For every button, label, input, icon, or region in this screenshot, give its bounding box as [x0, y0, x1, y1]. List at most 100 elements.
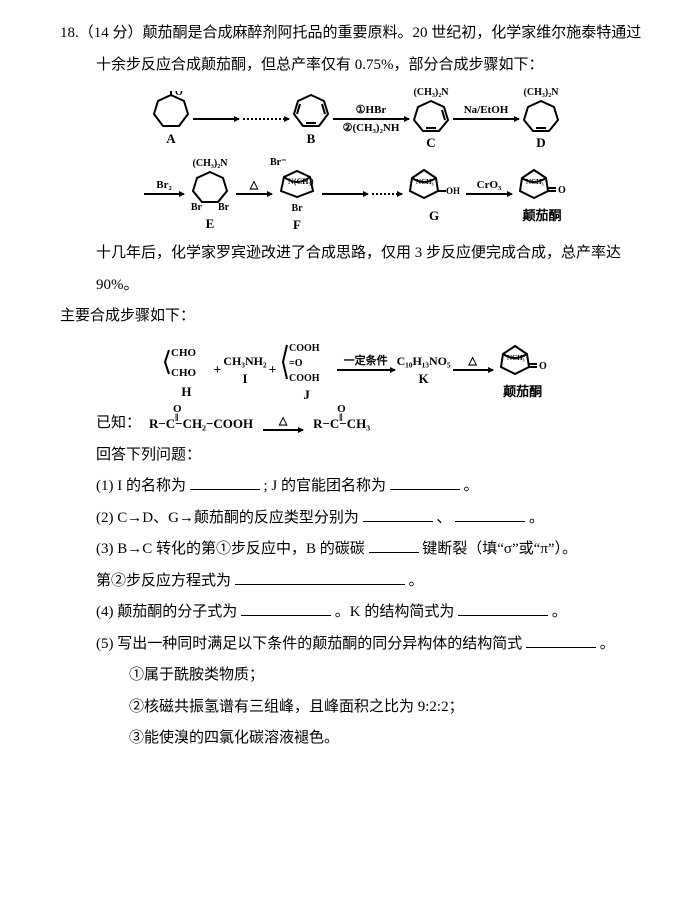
blank-5[interactable] [526, 630, 596, 648]
known-lhs: O ‖ R−C−CH₂−COOH [149, 410, 253, 437]
q2-b: 、 [436, 510, 451, 526]
q5-a: (5) 写出一种同时满足以下条件的颠茄酮的同分异构体的结构简式 [96, 636, 522, 652]
q5-c1: ①属于酰胺类物质； [129, 660, 652, 692]
svg-text:COOH: COOH [289, 343, 320, 354]
label-A: A [166, 131, 175, 147]
q5-c2: ②核磁共振氢谱有三组峰，且峰面积之比为 9:2:2； [129, 692, 652, 724]
blank-2b[interactable] [455, 504, 525, 522]
K-text: C₁₀H₁₃NO₅ [397, 354, 451, 368]
scheme1-row2: Br₂ (CH₃)₂N Br Br E △ Br⁻ N(C [60, 157, 652, 233]
svg-text:OH: OH [446, 186, 460, 196]
label-C: C [426, 135, 435, 151]
label-tropinone-1: 颠茄酮 [522, 208, 561, 224]
molecule-tropinone-2: NCH₃ O 颠茄酮 [495, 342, 551, 400]
molecule-K: C₁₀H₁₃NO₅ K [397, 354, 451, 386]
para2-b: 主要合成步骤如下： [60, 301, 652, 333]
F-br: Br [291, 203, 302, 215]
arrow-D-E-above: Br₂ [156, 179, 172, 191]
molecule-H: CHO CHO H [161, 342, 211, 400]
q5-c3: ③能使溴的四氯化碳溶液褪色。 [129, 723, 652, 755]
molecule-D: (CH₃)₂N D [521, 87, 561, 151]
label-D: D [536, 135, 545, 151]
plus-2: + [267, 356, 279, 385]
q3-d: 。 [409, 573, 424, 589]
blank-4b[interactable] [458, 599, 548, 617]
molecule-tropinone-1: NCH₃ O 颠茄酮 [514, 166, 570, 224]
scheme1-row1: O A B ①HBr ②(CH₃)₂NH (CH₃)₂N C [60, 87, 652, 151]
E-br-a: Br [191, 202, 202, 214]
label-tropinone-2: 颠茄酮 [503, 384, 542, 400]
svg-text:=O: =O [289, 358, 303, 369]
label-I: I [242, 371, 247, 387]
para2-a: 十几年后，化学家罗宾逊改进了合成思路，仅用 3 步反应便完成合成，总产率达 90… [96, 238, 652, 301]
label-K: K [419, 371, 429, 387]
known-row: 已知： O ‖ R−C−CH₂−COOH △ O ‖ R−C−CH₃ [96, 408, 652, 440]
molecule-E: (CH₃)₂N Br Br E [186, 158, 234, 232]
q3-c: 第②步反应方程式为 [96, 573, 231, 589]
svg-text:O: O [539, 361, 547, 372]
q4-b: 。K 的结构简式为 [335, 604, 455, 620]
q2: (2) C→D、G→颠茄酮的反应类型分别为 、 。 [96, 503, 652, 535]
arrow-E-F: △ [234, 179, 274, 209]
blank-3a[interactable] [369, 536, 419, 554]
blank-2a[interactable] [363, 504, 433, 522]
molecule-F: Br⁻ N(CH₃) Br F [274, 157, 320, 233]
I-text: CH₃NH₂ [223, 354, 266, 368]
svg-text:NCH₃: NCH₃ [416, 178, 434, 186]
label-H: H [181, 384, 191, 400]
D-substituent: (CH₃)₂N [524, 87, 559, 99]
svg-text:CHO: CHO [171, 347, 197, 359]
arrow-E-F-above: △ [250, 179, 258, 191]
svg-text:O: O [558, 185, 566, 196]
arrow-B-C-above: ①HBr [356, 104, 387, 116]
arrow-K-T-above: △ [468, 355, 476, 367]
molecule-B: B [291, 91, 331, 147]
svg-text:CHO: CHO [171, 367, 197, 379]
svg-text:O: O [175, 91, 183, 98]
q2-c: 。 [529, 510, 544, 526]
molecule-A: O A [151, 91, 191, 147]
arrow-C-D: Na/EtOH [451, 104, 521, 134]
label-F: F [293, 217, 301, 233]
E-substituent: (CH₃)₂N [193, 158, 228, 170]
q4: (4) 颠茄酮的分子式为 。K 的结构简式为 。 [96, 597, 652, 629]
arrow-F-dots1 [320, 179, 370, 209]
arrow-D-E: Br₂ [142, 179, 186, 209]
molecule-J: COOH =O COOH J [279, 339, 335, 403]
page: 18.（14 分）颠茄酮是合成麻醉剂阿托品的重要原料。20 世纪初，化学家维尔施… [0, 0, 692, 903]
svg-text:NCH₃: NCH₃ [507, 354, 525, 362]
arrow-F-G [370, 179, 404, 209]
label-G: G [429, 208, 439, 224]
q2-a: (2) C→D、G→颠茄酮的反应类型分别为 [96, 510, 359, 526]
q1: (1) I 的名称为 ; J 的官能团名称为 。 [96, 471, 652, 503]
blank-3b[interactable] [235, 567, 405, 585]
q1-b: ; J 的官能团名称为 [264, 478, 387, 494]
E-br-b: Br [218, 202, 229, 214]
arrow-G-T: CrO₃ [464, 179, 514, 209]
known-rhs: O ‖ R−C−CH₃ [313, 410, 370, 437]
C-substituent: (CH₃)₂N [414, 87, 449, 99]
blank-4a[interactable] [241, 599, 331, 617]
arrow-G-T-above: CrO₃ [477, 179, 502, 191]
F-nch3: N(CH₃) [288, 177, 314, 186]
question-intro-line2: 十余步反应合成颠茄酮，但总产率仅有 0.75%，部分合成步骤如下： [96, 50, 652, 82]
scheme2: CHO CHO H + CH₃NH₂ I + COOH =O COOH J 一定… [60, 339, 652, 403]
q5-b: 。 [600, 636, 615, 652]
question-points: （14 分） [79, 25, 143, 41]
blank-1a[interactable] [190, 473, 260, 491]
svg-text:NCH₃: NCH₃ [526, 178, 544, 186]
label-J: J [303, 387, 310, 403]
molecule-I: CH₃NH₂ I [223, 354, 266, 386]
q3-b: 键断裂（填“σ”或“π”）。 [422, 541, 577, 557]
molecule-G: NCH₃ OH G [404, 166, 464, 224]
arrow-B-C: ①HBr ②(CH₃)₂NH [331, 104, 411, 134]
arrow-B-C-below: ②(CH₃)₂NH [343, 122, 400, 134]
question-number: 18. [60, 25, 79, 41]
label-B: B [307, 131, 316, 147]
answer-prompt: 回答下列问题： [96, 440, 652, 472]
blank-1b[interactable] [390, 473, 460, 491]
q3-line1: (3) B→C 转化的第①步反应中，B 的碳碳 键断裂（填“σ”或“π”）。 [96, 534, 652, 566]
q1-a: (1) I 的名称为 [96, 478, 186, 494]
arrow-A-dots [191, 104, 241, 134]
arrow-known-above: △ [279, 415, 287, 427]
